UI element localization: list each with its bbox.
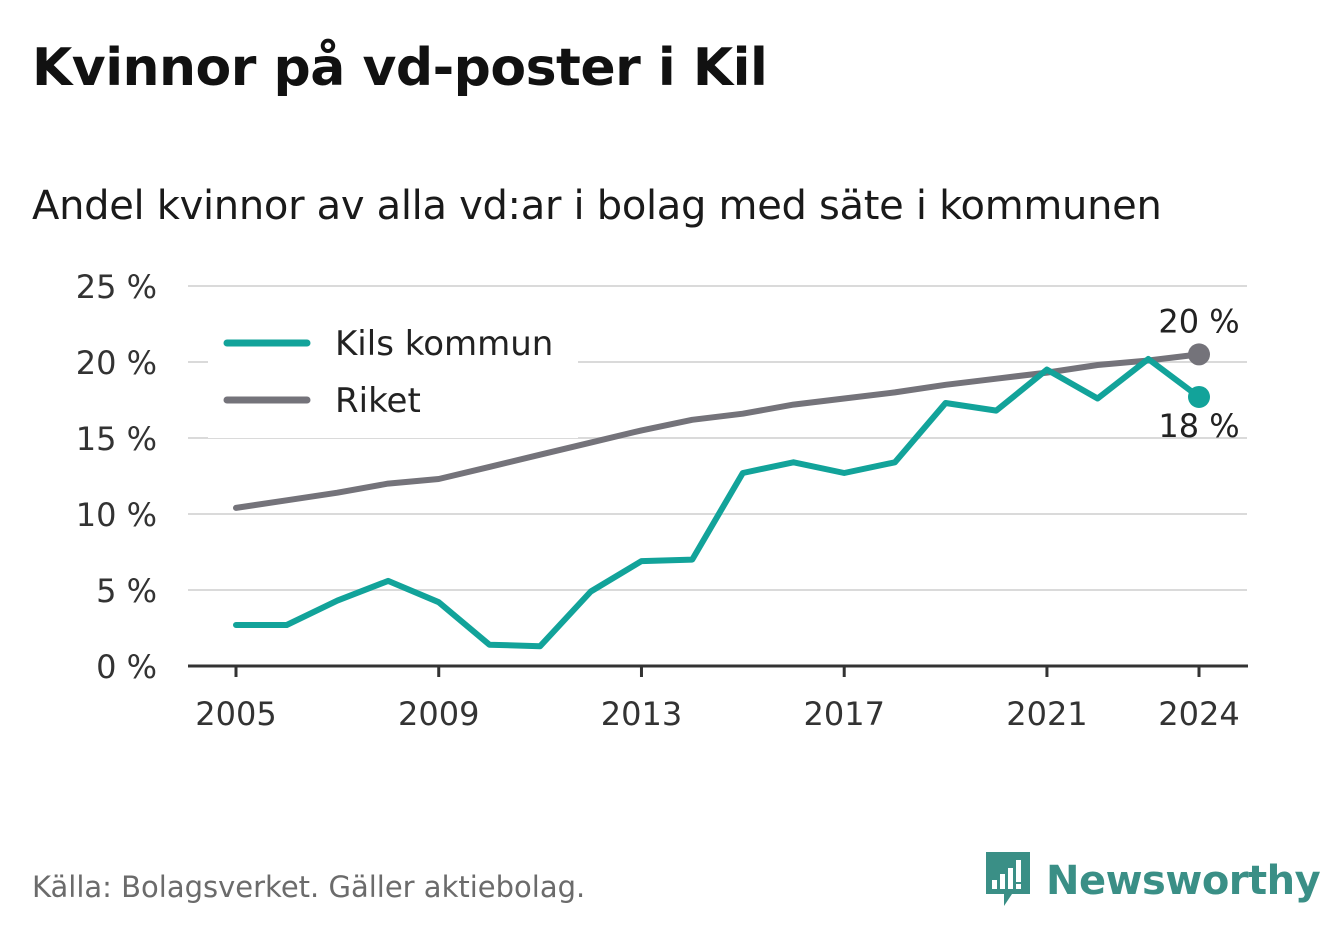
x-tick-label: 2017 [803,695,884,733]
x-tick-label: 2024 [1158,695,1239,733]
legend-background [208,318,578,438]
y-tick-label: 0 % [96,648,157,686]
x-tick-label: 2005 [195,695,276,733]
series-end-point [1188,385,1210,408]
series-end-point [1188,343,1210,366]
end-value-label: 20 % [1158,302,1239,340]
brand-logo: Newsworthy [982,849,1321,913]
y-tick-label: 15 % [76,420,157,458]
chart-subtitle: Andel kvinnor av alla vd:ar i bolag med … [32,183,1162,229]
newsworthy-logo-icon [986,852,1030,906]
x-tick-label: 2021 [1006,695,1087,733]
legend-label: Kils kommun [335,324,553,364]
y-tick-label: 25 % [76,268,157,306]
end-value-label: 18 % [1158,407,1239,445]
brand-name: Newsworthy [1046,858,1321,904]
y-tick-label: 10 % [76,496,157,534]
y-tick-label: 5 % [96,572,157,610]
chart-title: Kvinnor på vd-poster i Kil [32,38,768,98]
legend-label: Riket [335,381,421,421]
x-tick-label: 2009 [398,695,479,733]
line-chart: 0 % 5 % 10 % 15 % 20 % 25 % 2005 2009 2013 2017 20… [76,268,1248,733]
series-line [233,356,1202,650]
y-tick-label: 20 % [76,344,157,382]
source-note: Källa: Bolagsverket. Gäller aktiebolag. [32,870,586,904]
x-tick-label: 2013 [601,695,682,733]
